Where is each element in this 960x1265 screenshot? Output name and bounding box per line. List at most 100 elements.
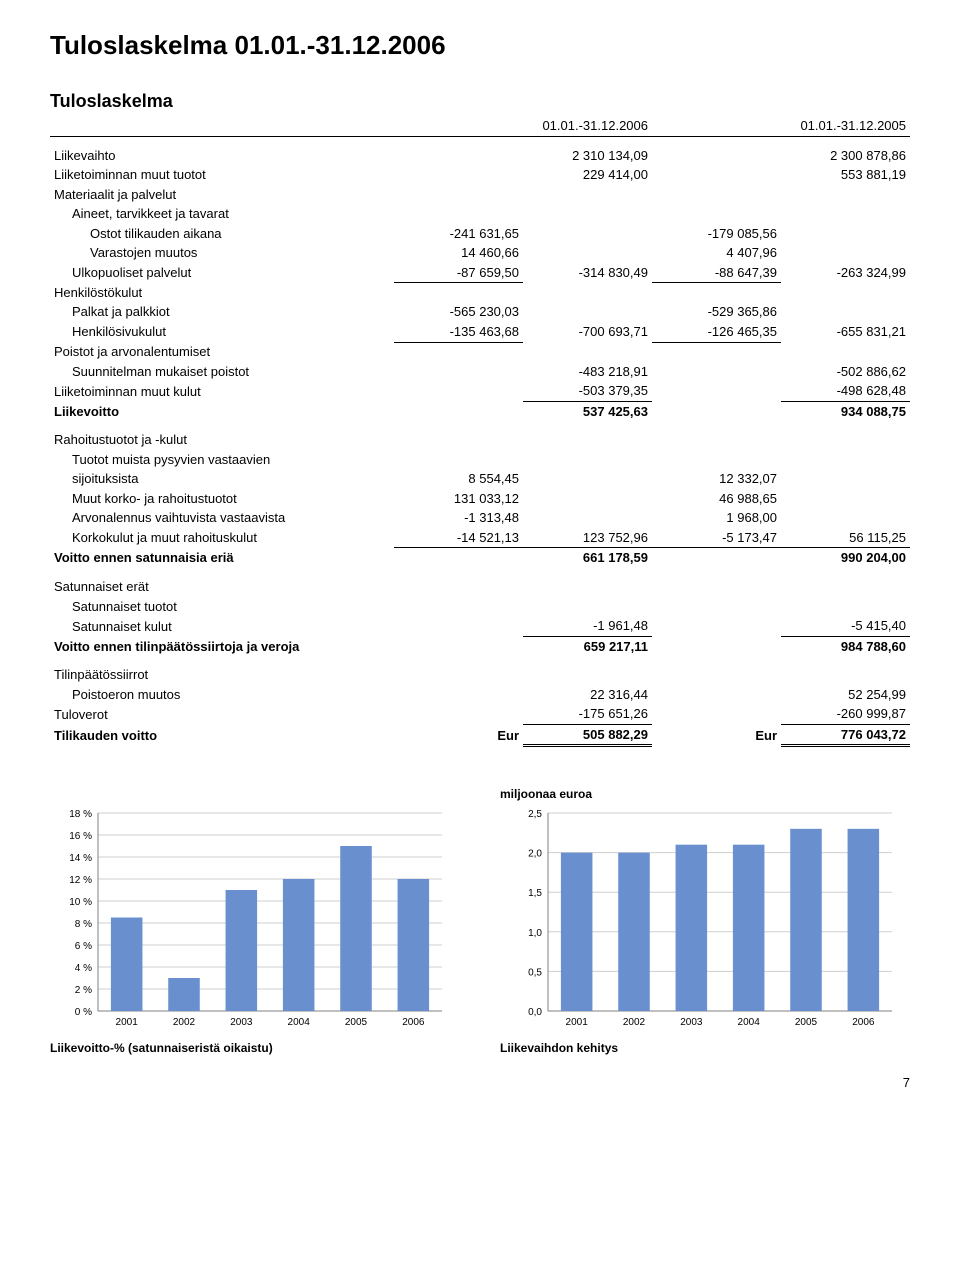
svg-text:1,5: 1,5 <box>528 889 542 900</box>
svg-text:14 %: 14 % <box>69 853 92 864</box>
chart-super: miljoonaa euroa <box>500 787 910 801</box>
value: 131 033,12 <box>394 489 523 509</box>
value: 8 554,45 <box>394 469 523 489</box>
svg-text:2006: 2006 <box>852 1017 875 1028</box>
table-row: Suunnitelman mukaiset poistot -483 218,9… <box>50 362 910 382</box>
svg-text:10 %: 10 % <box>69 897 92 908</box>
page-title: Tuloslaskelma 01.01.-31.12.2006 <box>50 30 910 61</box>
chart-super <box>50 787 460 801</box>
col-2006: 01.01.-31.12.2006 <box>394 116 652 136</box>
chart-liikevoitto-pct: 0 %2 %4 %6 %8 %10 %12 %14 %16 %18 %20012… <box>50 787 460 1055</box>
svg-text:2004: 2004 <box>288 1017 311 1028</box>
value: 537 425,63 <box>523 401 652 421</box>
label: Tuotot muista pysyvien vastaavien <box>50 450 394 470</box>
value: 22 316,44 <box>523 685 652 705</box>
label: Aineet, tarvikkeet ja tavarat <box>50 204 394 224</box>
label: Varastojen muutos <box>50 243 394 263</box>
table-row: Satunnaiset erät <box>50 568 910 597</box>
table-row: Poistot ja arvonalentumiset <box>50 342 910 362</box>
svg-text:2002: 2002 <box>623 1017 646 1028</box>
value: -179 085,56 <box>652 224 781 244</box>
table-header-row: 01.01.-31.12.2006 01.01.-31.12.2005 <box>50 116 910 136</box>
value: -700 693,71 <box>523 322 652 342</box>
label: Henkilösivukulut <box>50 322 394 342</box>
label: Poistoeron muutos <box>50 685 394 705</box>
table-row: Poistoeron muutos 22 316,44 52 254,99 <box>50 685 910 705</box>
svg-text:0 %: 0 % <box>75 1007 92 1018</box>
label: Ostot tilikauden aikana <box>50 224 394 244</box>
value: -88 647,39 <box>652 263 781 283</box>
value: -314 830,49 <box>523 263 652 283</box>
svg-text:2003: 2003 <box>680 1017 703 1028</box>
label: Rahoitustuotot ja -kulut <box>50 421 394 450</box>
table-row: Liikevoitto 537 425,63 934 088,75 <box>50 401 910 421</box>
label: Satunnaiset erät <box>50 568 394 597</box>
label: Poistot ja arvonalentumiset <box>50 342 394 362</box>
svg-text:2,0: 2,0 <box>528 849 542 860</box>
table-row: sijoituksista 8 554,45 12 332,07 <box>50 469 910 489</box>
label: Korkokulut ja muut rahoituskulut <box>50 528 394 548</box>
value: -502 886,62 <box>781 362 910 382</box>
chart-title: Liikevoitto-% (satunnaiseristä oikaistu) <box>50 1041 460 1055</box>
label: Liiketoiminnan muut kulut <box>50 381 394 401</box>
label: Tilikauden voitto <box>50 724 394 746</box>
bar-chart-1: 0 %2 %4 %6 %8 %10 %12 %14 %16 %18 %20012… <box>50 805 450 1035</box>
table-row: Voitto ennen satunnaisia eriä 661 178,59… <box>50 548 910 568</box>
value: -241 631,65 <box>394 224 523 244</box>
svg-text:2003: 2003 <box>230 1017 253 1028</box>
label: Satunnaiset tuotot <box>50 597 394 617</box>
svg-text:8 %: 8 % <box>75 919 92 930</box>
svg-text:1,0: 1,0 <box>528 928 542 939</box>
table-row: Varastojen muutos 14 460,66 4 407,96 <box>50 243 910 263</box>
label: Voitto ennen satunnaisia eriä <box>50 548 394 568</box>
label: Liikevoitto <box>50 401 394 421</box>
value: -126 465,35 <box>652 322 781 342</box>
svg-text:18 %: 18 % <box>69 809 92 820</box>
table-row: Rahoitustuotot ja -kulut <box>50 421 910 450</box>
value: -135 463,68 <box>394 322 523 342</box>
value: -263 324,99 <box>781 263 910 283</box>
value: -1 961,48 <box>523 616 652 636</box>
svg-text:2 %: 2 % <box>75 985 92 996</box>
label: Suunnitelman mukaiset poistot <box>50 362 394 382</box>
value: 984 788,60 <box>781 636 910 656</box>
value: 229 414,00 <box>523 165 652 185</box>
value: 553 881,19 <box>781 165 910 185</box>
value: -87 659,50 <box>394 263 523 283</box>
svg-text:2001: 2001 <box>566 1017 589 1028</box>
svg-text:2001: 2001 <box>116 1017 139 1028</box>
table-row: Palkat ja palkkiot -565 230,03 -529 365,… <box>50 302 910 322</box>
table-row: Liikevaihto 2 310 134,09 2 300 878,86 <box>50 136 910 165</box>
label: Liikevaihto <box>50 136 394 165</box>
svg-text:6 %: 6 % <box>75 941 92 952</box>
label: Liiketoiminnan muut tuotot <box>50 165 394 185</box>
value: -175 651,26 <box>523 704 652 724</box>
value: 2 300 878,86 <box>781 136 910 165</box>
table-subtitle: Tuloslaskelma <box>50 91 910 112</box>
table-row: Satunnaiset tuotot <box>50 597 910 617</box>
value: 990 204,00 <box>781 548 910 568</box>
table-row: Tuotot muista pysyvien vastaavien <box>50 450 910 470</box>
value: -260 999,87 <box>781 704 910 724</box>
label: Henkilöstökulut <box>50 283 394 303</box>
value: -14 521,13 <box>394 528 523 548</box>
value: 123 752,96 <box>523 528 652 548</box>
svg-text:4 %: 4 % <box>75 963 92 974</box>
value: 661 178,59 <box>523 548 652 568</box>
value: 14 460,66 <box>394 243 523 263</box>
chart-title: Liikevaihdon kehitys <box>500 1041 910 1055</box>
svg-text:2002: 2002 <box>173 1017 196 1028</box>
label: Satunnaiset kulut <box>50 616 394 636</box>
value: 4 407,96 <box>652 243 781 263</box>
page-number: 7 <box>50 1075 910 1090</box>
svg-text:2005: 2005 <box>345 1017 368 1028</box>
value: 776 043,72 <box>781 724 910 746</box>
label: Arvonalennus vaihtuvista vastaavista <box>50 508 394 528</box>
svg-text:2004: 2004 <box>738 1017 761 1028</box>
value: -498 628,48 <box>781 381 910 401</box>
svg-text:0,5: 0,5 <box>528 968 542 979</box>
value: -503 379,35 <box>523 381 652 401</box>
table-row: Aineet, tarvikkeet ja tavarat <box>50 204 910 224</box>
svg-text:16 %: 16 % <box>69 831 92 842</box>
value: -5 415,40 <box>781 616 910 636</box>
